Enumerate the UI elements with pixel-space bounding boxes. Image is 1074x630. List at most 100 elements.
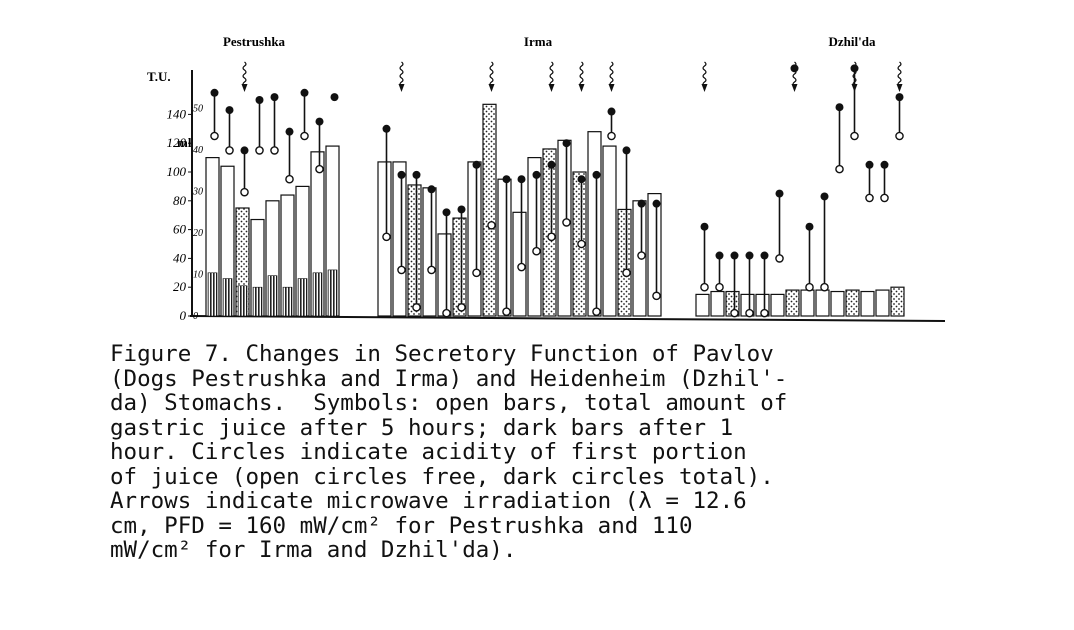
circle-free-acidity [835, 164, 844, 174]
circle-total-acidity [637, 199, 646, 208]
circle-free-acidity [457, 303, 466, 312]
circle-total-acidity [472, 160, 481, 169]
bar-total-5h [815, 289, 830, 317]
group-title: Dzhil'da [829, 34, 876, 49]
circle-total-acidity [502, 175, 511, 184]
y-tick-label: 60 [173, 222, 187, 237]
circle-total-acidity [442, 208, 451, 217]
bar-total-5h [557, 139, 572, 317]
caption-line-2: (Dogs Pestrushka and Irma) and Heidenhei… [110, 365, 788, 392]
circle-total-acidity [820, 192, 829, 201]
bar-total-5h [770, 293, 785, 317]
irradiation-arrowhead [548, 84, 555, 92]
bar-1h [282, 286, 293, 317]
circle-total-acidity [865, 160, 874, 169]
circle-free-acidity [517, 262, 526, 272]
circle-total-acidity [547, 160, 556, 169]
irradiation-arrow [549, 61, 554, 87]
irradiation-arrow [242, 61, 247, 87]
circle-free-acidity [315, 164, 324, 174]
circle-total-acidity [330, 93, 339, 102]
bar-total-5h [422, 187, 437, 317]
circle-total-acidity [382, 124, 391, 133]
circle-free-acidity [775, 254, 784, 263]
circle-total-acidity [457, 205, 466, 214]
bar-1h [327, 269, 338, 317]
circle-total-acidity [532, 170, 541, 179]
figure-caption: Figure 7. Changes in Secretory Function … [110, 342, 1010, 563]
circle-total-acidity [760, 251, 769, 260]
circle-free-acidity [562, 218, 571, 227]
circle-free-acidity [532, 246, 541, 256]
bar-total-5h [785, 289, 800, 317]
bar-total-5h [407, 184, 422, 317]
circle-free-acidity [487, 220, 496, 230]
circle-free-acidity [880, 193, 889, 203]
circle-free-acidity [382, 232, 391, 242]
y-tick-label: 20 [173, 279, 187, 294]
bar-total-5h [392, 161, 407, 317]
bar-1h [252, 286, 263, 317]
circle-free-acidity [442, 308, 451, 318]
circle-total-acidity [880, 160, 889, 169]
bar-1h [237, 285, 248, 317]
caption-line-1: Figure 7. Changes in Secretory Function … [110, 341, 774, 367]
circle-total-acidity [427, 185, 436, 194]
irradiation-arrow [852, 61, 857, 87]
circle-total-acidity [607, 107, 616, 116]
bar-total-5h [647, 193, 662, 317]
circle-free-acidity [270, 146, 279, 155]
circle-free-acidity [577, 239, 586, 249]
irradiation-arrow [897, 61, 902, 87]
circle-free-acidity [300, 131, 309, 141]
y2-tick-label: 20 [193, 228, 203, 239]
bar-total-5h [437, 233, 452, 317]
circle-total-acidity [652, 199, 661, 208]
bar-total-5h [710, 290, 725, 317]
circle-free-acidity [592, 307, 601, 316]
circle-free-acidity [240, 187, 249, 197]
irradiation-arrowhead [241, 84, 248, 92]
bar-total-5h [497, 178, 512, 317]
caption-line-3: da) Stomachs. Symbols: open bars, total … [110, 390, 788, 416]
irradiation-arrowhead [398, 84, 405, 92]
circle-total-acidity [700, 222, 709, 231]
group-title: Irma [524, 34, 553, 49]
circle-total-acidity [592, 170, 601, 179]
circle-free-acidity [652, 291, 661, 301]
circle-free-acidity [547, 232, 556, 242]
bar-total-5h [617, 208, 632, 317]
bar-total-5h [467, 161, 482, 317]
circle-total-acidity [622, 146, 631, 155]
bar-total-5h [875, 289, 890, 317]
bar-total-5h [482, 103, 497, 317]
circle-total-acidity [397, 170, 406, 179]
circle-total-acidity [517, 175, 526, 184]
circle-free-acidity [715, 282, 724, 292]
circle-total-acidity [730, 251, 739, 260]
circle-free-acidity [700, 282, 709, 292]
circle-free-acidity [285, 174, 294, 184]
circle-total-acidity [895, 93, 904, 102]
irradiation-arrow [702, 61, 707, 87]
caption-line-9: mW/cm² for Irma and Dzhil'da). [110, 537, 517, 563]
circle-free-acidity [805, 282, 814, 292]
circle-free-acidity [225, 146, 234, 155]
y-tick-label: 140 [167, 106, 187, 121]
circle-total-acidity [225, 106, 234, 115]
caption-line-8: cm, PFD = 160 mW/cm² for Pestrushka and … [110, 512, 693, 539]
circle-free-acidity [472, 268, 481, 278]
circle-free-acidity [622, 268, 631, 278]
y-axis-unit-tu: T.U. [147, 69, 171, 84]
circle-total-acidity [300, 88, 309, 97]
circle-total-acidity [835, 103, 844, 112]
bar-total-5h [527, 157, 542, 317]
bar-total-5h [860, 290, 875, 317]
caption-line-7: Arrows indicate microwave irradiation (λ… [110, 488, 747, 514]
irradiation-arrow [792, 61, 797, 87]
circle-free-acidity [730, 308, 739, 318]
caption-line-5: hour. Circles indicate acidity of first … [110, 439, 747, 465]
bar-1h [207, 272, 218, 317]
irradiation-arrowhead [896, 84, 903, 92]
circle-free-acidity [607, 131, 616, 141]
